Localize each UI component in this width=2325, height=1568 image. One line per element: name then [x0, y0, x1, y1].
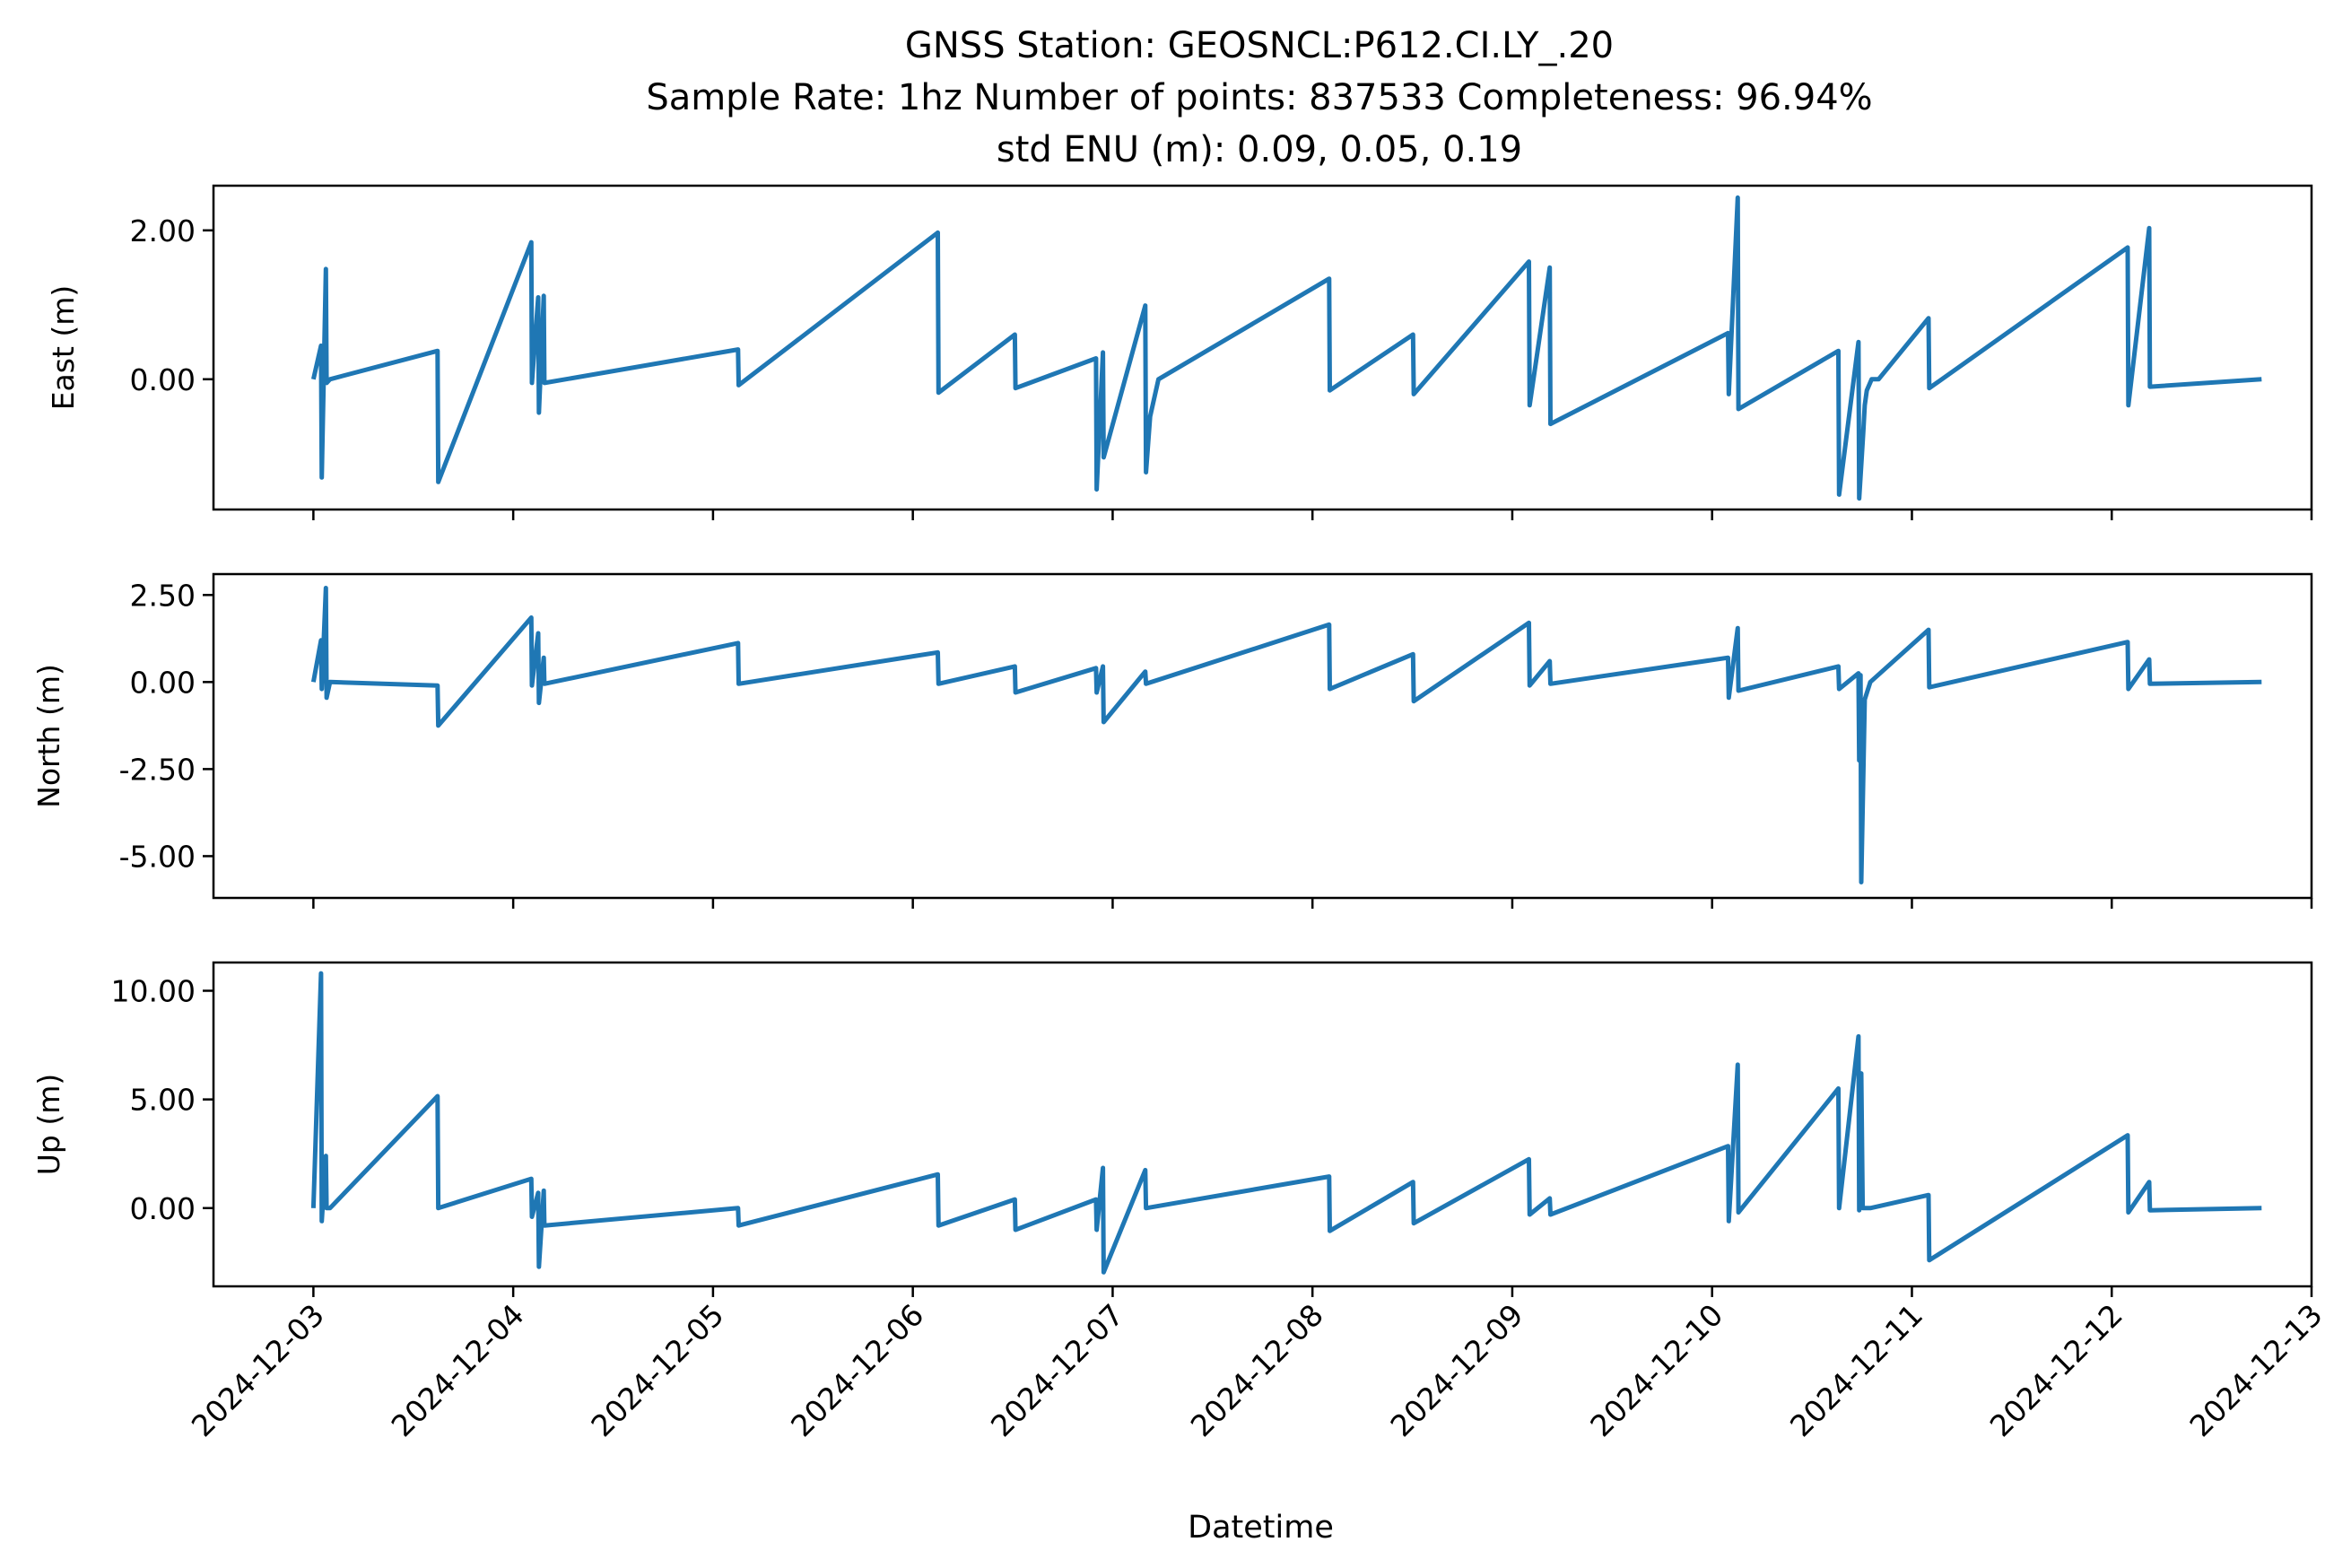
title-line-station: GNSS Station: GEOSNCL:P612.CI.LY_.20 [905, 25, 1614, 66]
ytick-label-north: -5.00 [119, 839, 196, 874]
axes-frame-north [212, 572, 2313, 900]
ylabel-east: East (m) [46, 285, 81, 411]
ytick-label-east: 0.00 [130, 362, 196, 397]
series-line-up [310, 971, 2262, 1275]
xlabel: Datetime [1188, 1510, 1334, 1546]
ytick-label-north: 0.00 [130, 665, 196, 700]
axes-frame-up [212, 961, 2313, 1288]
ytick-label-up: 5.00 [130, 1083, 196, 1118]
ytick-label-north: 2.50 [130, 578, 196, 613]
series-line-north [310, 586, 2262, 884]
ylabel-north: North (m) [31, 664, 66, 808]
panel-east: 0.00 2.00 East (m) [46, 184, 2313, 520]
ytick-label-north: -2.50 [119, 752, 196, 787]
ytick-label-up: 10.00 [111, 973, 196, 1008]
ytick-label-up: 0.00 [130, 1191, 196, 1226]
series-line-east [310, 195, 2262, 501]
ylabel-up: Up (m) [31, 1074, 66, 1176]
title-line-stats: Sample Rate: 1hz Number of points: 83753… [646, 77, 1872, 118]
chart-title: GNSS Station: GEOSNCL:P612.CI.LY_.20 Sam… [646, 25, 1872, 170]
panel-north: 2.50 0.00 -2.50 -5.00 North (m) [31, 572, 2313, 909]
ytick-label-east: 2.00 [130, 213, 196, 248]
title-line-std: std ENU (m): 0.09, 0.05, 0.19 [997, 129, 1522, 170]
axes-frame-east [212, 184, 2313, 511]
